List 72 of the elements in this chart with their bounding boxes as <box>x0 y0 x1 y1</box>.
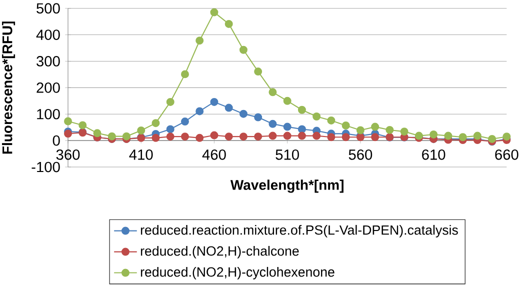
point <box>224 104 233 112</box>
legend-label: reduced.(NO2,H)-chalcone <box>140 246 299 258</box>
legend-label: reduced.reaction.mixture.of.PS(L-Val-DPEN).catalysis <box>140 224 458 238</box>
point <box>254 68 262 76</box>
point <box>473 132 482 140</box>
point <box>371 122 380 131</box>
point <box>327 133 336 142</box>
point <box>386 126 394 134</box>
point <box>283 96 292 105</box>
point <box>210 8 218 16</box>
point <box>152 119 160 128</box>
point <box>298 106 306 114</box>
point <box>196 107 204 116</box>
point <box>239 110 248 118</box>
point <box>78 121 87 130</box>
point <box>444 132 452 140</box>
point <box>254 113 262 122</box>
point <box>93 129 102 138</box>
point <box>137 126 146 135</box>
point <box>298 132 306 140</box>
legend-label: reduced.(NO2,H)-cyclohexenone <box>140 266 334 280</box>
point <box>180 132 189 141</box>
point <box>108 132 116 140</box>
point <box>254 132 262 141</box>
y-tick-label: 400 <box>36 30 60 40</box>
point <box>400 128 408 136</box>
point <box>224 20 233 28</box>
point <box>488 134 496 143</box>
point <box>342 133 350 142</box>
point <box>210 98 218 106</box>
point <box>224 132 233 141</box>
y-axis-title: Fluorescence*[RFU] <box>2 22 16 154</box>
point <box>196 134 204 142</box>
point <box>342 121 350 130</box>
y-tick-label: 0 <box>52 135 60 146</box>
x-tick-label: 660 <box>495 149 518 160</box>
point <box>268 120 277 128</box>
point <box>371 133 380 142</box>
point <box>430 130 438 138</box>
point <box>180 118 189 126</box>
point <box>166 98 174 106</box>
point <box>268 88 277 96</box>
point <box>283 132 292 140</box>
point <box>327 116 336 124</box>
y-tick-label: 100 <box>37 108 60 120</box>
point <box>239 46 248 54</box>
x-tick-label: 560 <box>348 149 372 160</box>
point <box>210 131 218 140</box>
point <box>268 132 277 140</box>
x-tick-label: 460 <box>202 149 226 160</box>
point <box>166 125 174 134</box>
point <box>152 134 160 142</box>
point <box>239 132 248 141</box>
y-tick-label: 200 <box>36 82 60 93</box>
point <box>64 117 72 126</box>
y-tick-label: 300 <box>36 56 60 66</box>
point <box>298 125 306 134</box>
x-tick-label: 360 <box>56 149 80 160</box>
point <box>312 132 321 140</box>
x-axis-title: Wavelength*[nm] <box>230 180 344 193</box>
point <box>122 132 130 140</box>
point <box>180 70 189 78</box>
point <box>166 132 174 141</box>
x-tick-label: 410 <box>129 149 153 160</box>
point <box>312 112 321 120</box>
y-tick-label: -100 <box>32 162 60 172</box>
point <box>283 122 292 131</box>
x-tick-label: 610 <box>422 149 446 160</box>
x-tick-label: 510 <box>276 149 299 160</box>
point <box>196 36 204 45</box>
point <box>356 126 364 134</box>
y-tick-label: 500 <box>36 3 60 14</box>
